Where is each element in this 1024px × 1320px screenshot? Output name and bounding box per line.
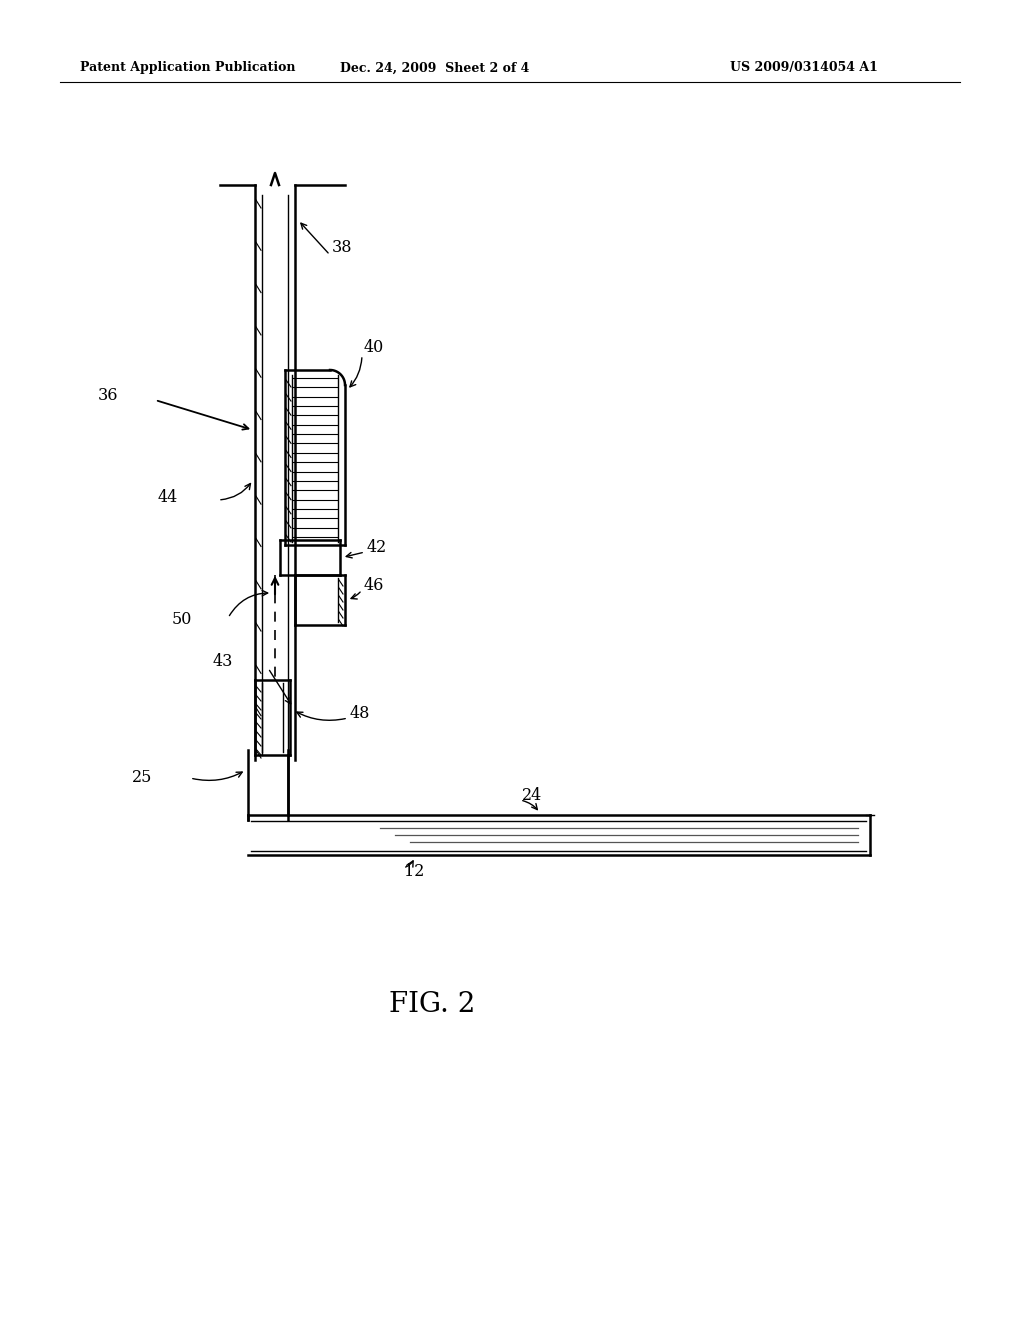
Text: 46: 46 bbox=[364, 577, 384, 594]
Text: 36: 36 bbox=[97, 387, 118, 404]
Text: 42: 42 bbox=[367, 540, 387, 557]
Text: Patent Application Publication: Patent Application Publication bbox=[80, 62, 296, 74]
Text: 44: 44 bbox=[158, 490, 178, 507]
Text: FIG. 2: FIG. 2 bbox=[389, 991, 475, 1019]
Text: Dec. 24, 2009  Sheet 2 of 4: Dec. 24, 2009 Sheet 2 of 4 bbox=[340, 62, 529, 74]
Text: 48: 48 bbox=[350, 705, 371, 722]
Text: 38: 38 bbox=[332, 239, 352, 256]
Text: 12: 12 bbox=[404, 863, 424, 880]
Text: 43: 43 bbox=[213, 653, 233, 671]
Text: 24: 24 bbox=[522, 787, 543, 804]
Text: 25: 25 bbox=[132, 770, 152, 787]
Text: 40: 40 bbox=[364, 339, 384, 356]
Text: US 2009/0314054 A1: US 2009/0314054 A1 bbox=[730, 62, 878, 74]
Text: 50: 50 bbox=[172, 611, 193, 628]
